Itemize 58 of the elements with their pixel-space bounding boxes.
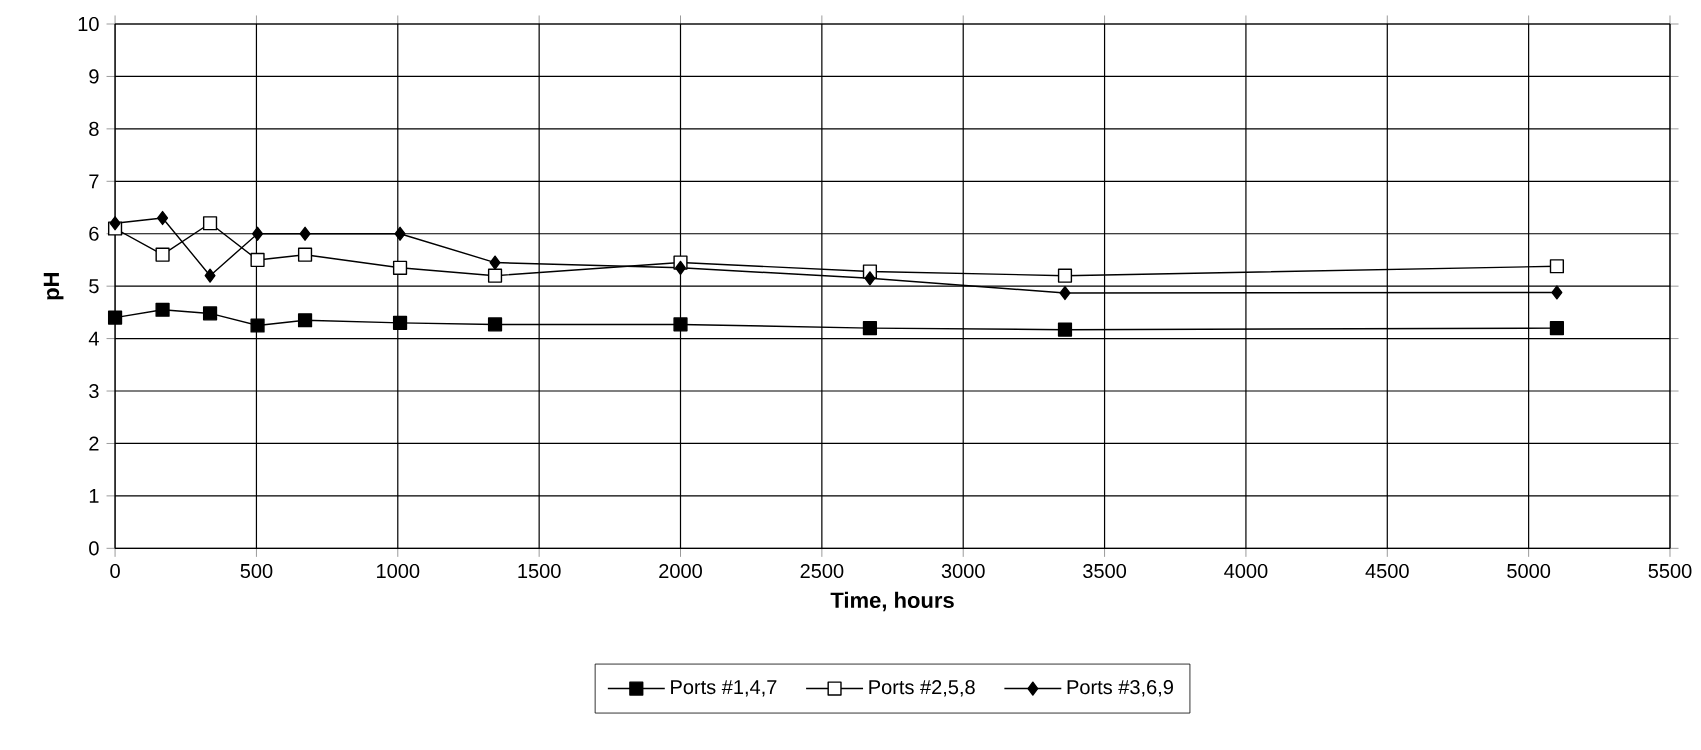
point: [1549, 320, 1565, 335]
point: [489, 255, 501, 270]
y-tick-label: 10: [78, 16, 99, 31]
x-tick-label: 3000: [941, 563, 985, 578]
x-tick-label: 4000: [1224, 563, 1268, 578]
point: [1057, 268, 1073, 283]
point: [487, 317, 503, 332]
x-tick-label: 1500: [518, 563, 561, 578]
y-tick-label: 5: [89, 278, 99, 293]
point: [250, 318, 265, 333]
y-tick-label: 2: [89, 436, 99, 451]
legend-label: Ports #1,4,7: [671, 679, 777, 697]
point: [673, 317, 688, 332]
point: [252, 226, 264, 241]
y-tick-label: 8: [89, 121, 99, 136]
point: [299, 226, 311, 241]
y-tick-label: 3: [89, 383, 99, 398]
y-tick-label: 9: [89, 69, 99, 84]
point: [202, 306, 218, 321]
point: [675, 260, 686, 275]
x-tick-label: 2000: [659, 563, 702, 578]
point: [202, 215, 218, 231]
point: [155, 247, 170, 262]
x-tick-label: 5500: [1648, 563, 1692, 578]
point: [487, 268, 503, 283]
point: [394, 226, 406, 241]
point: [107, 310, 123, 325]
legend-label: Ports #2,5,8: [869, 679, 975, 697]
x-tick-label: 0: [110, 563, 120, 578]
x-axis-title: Time, hours: [830, 591, 954, 611]
point: [204, 268, 216, 283]
point: [109, 215, 121, 231]
x-tick-label: 500: [240, 563, 273, 578]
point: [1059, 285, 1071, 300]
point: [1549, 258, 1565, 274]
x-tick-label: 3500: [1083, 563, 1127, 578]
point: [1551, 285, 1563, 300]
point: [392, 260, 408, 275]
x-tick-label: 4500: [1365, 563, 1409, 578]
point: [250, 252, 265, 267]
x-tick-label: 5000: [1507, 563, 1551, 578]
point: [392, 315, 408, 330]
point: [297, 312, 313, 328]
y-tick-label: 6: [89, 226, 99, 241]
y-tick-label: 7: [89, 174, 99, 188]
x-tick-label: 1000: [377, 563, 420, 578]
point: [297, 247, 313, 262]
point: [864, 270, 876, 286]
y-tick-label: 0: [89, 541, 99, 556]
y-tick-label: 4: [88, 331, 99, 346]
point: [862, 320, 878, 335]
point: [155, 302, 170, 317]
legend-label: Ports #3,6,9: [1067, 679, 1173, 697]
x-tick-label: 2500: [800, 563, 844, 578]
point: [157, 210, 169, 225]
y-axis-title: pH: [43, 272, 64, 300]
y-tick-label: 1: [89, 488, 99, 503]
point: [1057, 322, 1073, 337]
